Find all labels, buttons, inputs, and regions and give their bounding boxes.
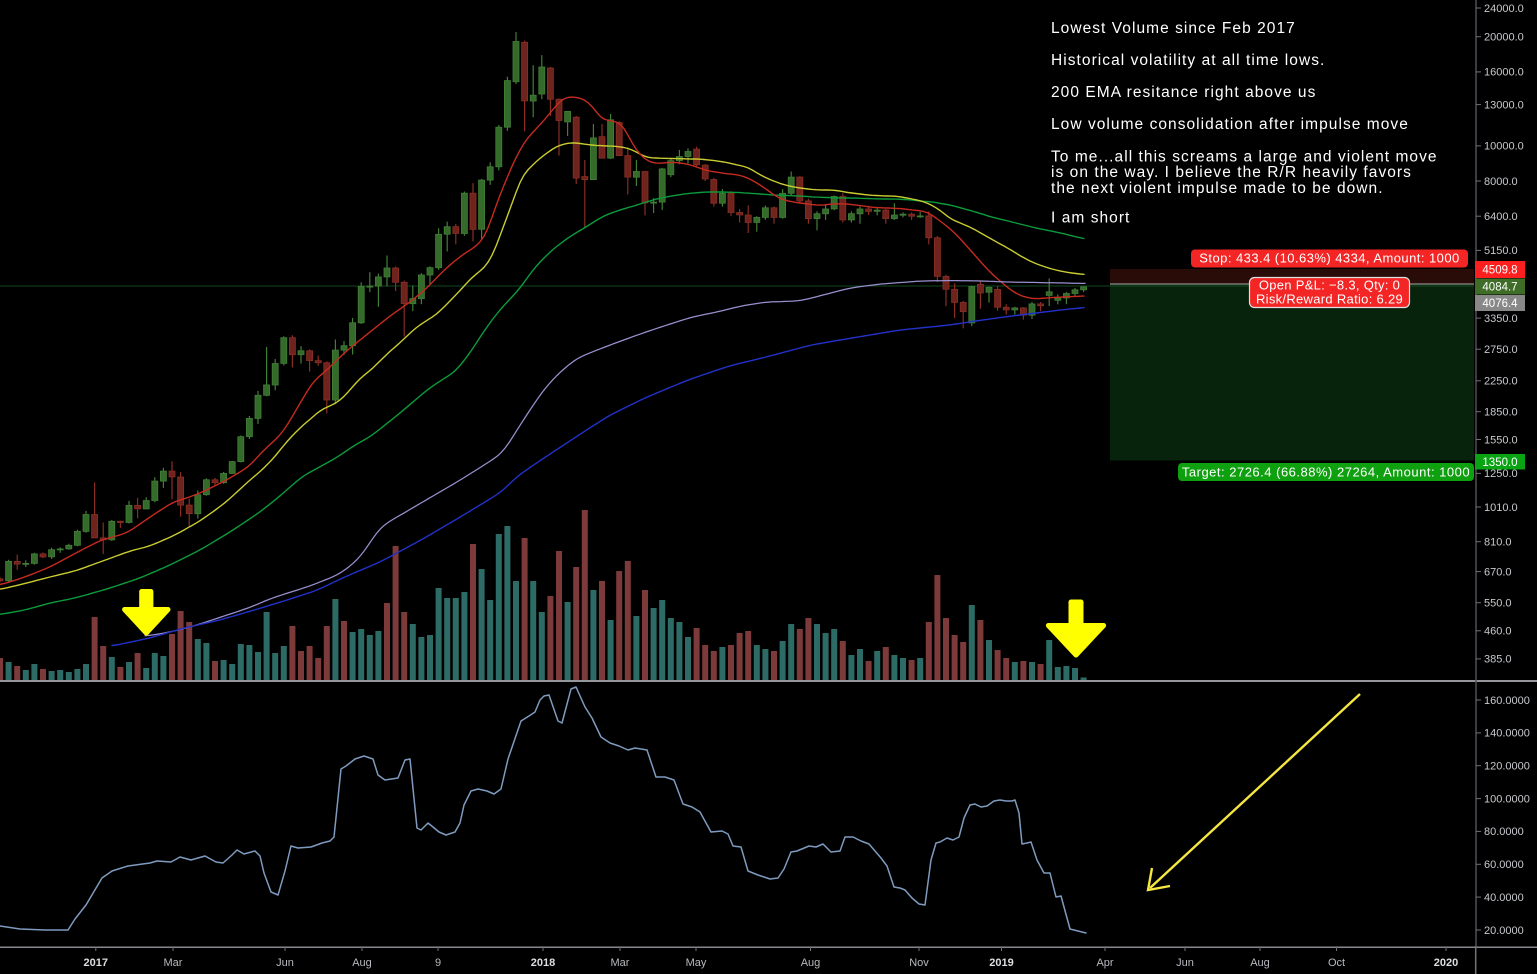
svg-text:Low volume consolidation after: Low volume consolidation after impulse m…: [1051, 116, 1409, 133]
svg-text:810.0: 810.0: [1484, 537, 1512, 549]
svg-text:Risk/Reward Ratio: 6.29: Risk/Reward Ratio: 6.29: [1256, 292, 1403, 307]
svg-text:Aug: Aug: [801, 957, 821, 969]
svg-text:4084.7: 4084.7: [1482, 282, 1517, 294]
svg-text:Open P&L: −8.3, Qty: 0: Open P&L: −8.3, Qty: 0: [1259, 278, 1400, 293]
svg-text:1850.0: 1850.0: [1484, 407, 1518, 419]
svg-text:Oct: Oct: [1328, 957, 1345, 969]
svg-text:4509.8: 4509.8: [1482, 265, 1517, 277]
svg-text:120.0000: 120.0000: [1484, 761, 1530, 773]
svg-text:60.0000: 60.0000: [1484, 859, 1524, 871]
svg-text:80.0000: 80.0000: [1484, 826, 1524, 838]
svg-text:140.0000: 140.0000: [1484, 728, 1530, 740]
svg-text:Stop: 433.4 (10.63%) 4334, Amo: Stop: 433.4 (10.63%) 4334, Amount: 1000: [1199, 251, 1459, 266]
svg-text:6400.0: 6400.0: [1484, 211, 1518, 223]
svg-text:20000.0: 20000.0: [1484, 32, 1524, 44]
svg-text:550.0: 550.0: [1484, 598, 1512, 610]
svg-text:9: 9: [435, 957, 441, 969]
svg-text:Aug: Aug: [1250, 957, 1270, 969]
svg-text:4076.4: 4076.4: [1482, 298, 1518, 310]
svg-text:10000.0: 10000.0: [1484, 141, 1524, 153]
svg-text:is on the way. I believe the R: is on the way. I believe the R/R heavily…: [1051, 164, 1412, 181]
svg-text:5150.0: 5150.0: [1484, 245, 1518, 257]
svg-text:200 EMA resitance right above: 200 EMA resitance right above us: [1051, 84, 1316, 101]
svg-text:16000.0: 16000.0: [1484, 67, 1524, 79]
svg-text:Mar: Mar: [164, 957, 183, 969]
svg-text:2018: 2018: [531, 957, 555, 969]
svg-text:Jun: Jun: [276, 957, 294, 969]
svg-text:100.0000: 100.0000: [1484, 793, 1530, 805]
svg-text:Historical volatility at all t: Historical volatility at all time lows.: [1051, 52, 1325, 69]
svg-text:385.0: 385.0: [1484, 654, 1512, 666]
svg-text:13000.0: 13000.0: [1484, 99, 1524, 111]
svg-text:Aug: Aug: [352, 957, 372, 969]
svg-text:160.0000: 160.0000: [1484, 695, 1530, 707]
svg-text:2019: 2019: [989, 957, 1013, 969]
svg-text:Nov: Nov: [909, 957, 929, 969]
svg-text:670.0: 670.0: [1484, 566, 1512, 578]
svg-text:I am short: I am short: [1051, 210, 1130, 227]
svg-text:1350.0: 1350.0: [1482, 457, 1517, 469]
svg-text:20.0000: 20.0000: [1484, 925, 1524, 937]
svg-text:1010.0: 1010.0: [1484, 502, 1518, 514]
svg-text:24000.0: 24000.0: [1484, 3, 1524, 15]
svg-text:Lowest Volume since Feb 2017: Lowest Volume since Feb 2017: [1051, 20, 1296, 37]
svg-text:2020: 2020: [1434, 957, 1458, 969]
svg-text:460.0: 460.0: [1484, 626, 1512, 638]
svg-text:2250.0: 2250.0: [1484, 376, 1518, 388]
svg-text:To me...all this screams a lar: To me...all this screams a large and vio…: [1051, 149, 1438, 166]
svg-text:the next violent impulse made: the next violent impulse made to be down…: [1051, 180, 1384, 197]
svg-text:1550.0: 1550.0: [1484, 434, 1518, 446]
svg-text:2017: 2017: [84, 957, 108, 969]
svg-text:1250.0: 1250.0: [1484, 468, 1518, 480]
svg-text:Apr: Apr: [1096, 957, 1113, 969]
svg-text:8000.0: 8000.0: [1484, 176, 1518, 188]
svg-text:3350.0: 3350.0: [1484, 313, 1518, 325]
svg-text:Target: 2726.4 (66.88%) 27264,: Target: 2726.4 (66.88%) 27264, Amount: 1…: [1182, 464, 1470, 479]
svg-text:Jun: Jun: [1176, 957, 1194, 969]
svg-text:2750.0: 2750.0: [1484, 344, 1518, 356]
svg-text:May: May: [686, 957, 707, 969]
svg-text:Mar: Mar: [611, 957, 630, 969]
svg-text:40.0000: 40.0000: [1484, 892, 1524, 904]
